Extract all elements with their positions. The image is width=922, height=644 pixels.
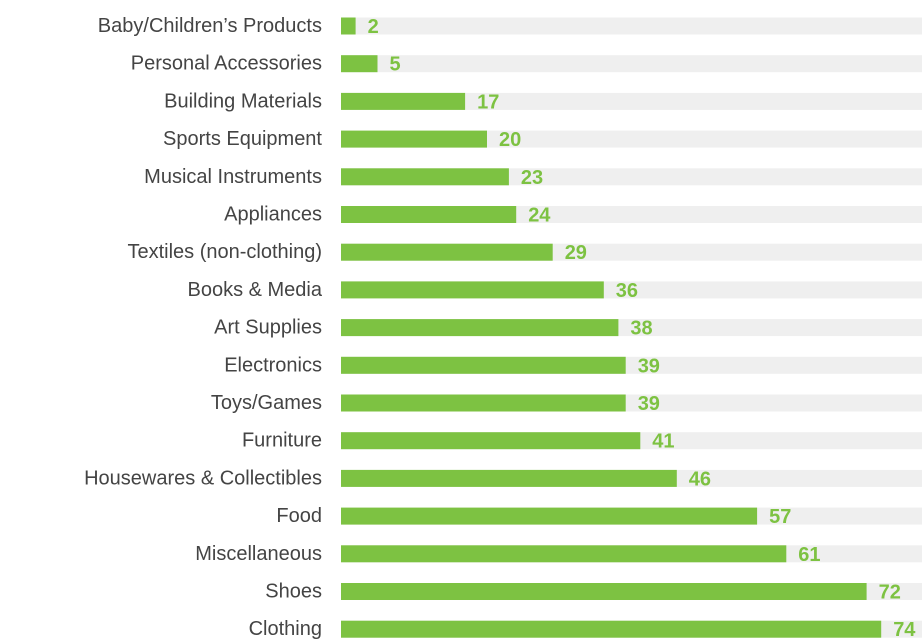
value-label: 24 [528, 205, 551, 227]
value-label: 74 [893, 619, 916, 639]
value-label: 46 [689, 468, 711, 490]
bar [341, 55, 378, 73]
bar-track [341, 17, 922, 35]
value-label: 23 [521, 167, 543, 189]
value-label: 57 [769, 506, 791, 528]
category-label: Art Supplies [214, 317, 322, 339]
value-label: 29 [565, 242, 587, 264]
category-label: Personal Accessories [131, 53, 322, 75]
bar-track [341, 92, 922, 110]
bar [341, 319, 619, 337]
bar [341, 583, 867, 600]
value-label: 72 [879, 582, 901, 604]
category-label: Electronics [224, 354, 322, 376]
bar [341, 507, 758, 525]
value-label: 17 [477, 91, 499, 113]
category-label: Clothing [249, 618, 322, 639]
value-label: 2 [368, 16, 379, 38]
value-label: 20 [499, 129, 521, 151]
value-label: 5 [390, 54, 401, 76]
category-label: Housewares & Collectibles [84, 467, 322, 489]
bar [341, 130, 487, 148]
category-label: Sports Equipment [163, 128, 322, 150]
bar [341, 545, 787, 563]
category-label: Food [276, 505, 322, 527]
bar-track [341, 55, 922, 73]
value-label: 61 [798, 544, 820, 566]
category-label: Furniture [242, 430, 322, 452]
category-label: Miscellaneous [195, 543, 322, 565]
bar [341, 206, 517, 223]
bar [341, 92, 466, 110]
bar [341, 469, 677, 487]
bar [341, 356, 626, 374]
bar [341, 17, 356, 35]
category-label: Appliances [224, 204, 322, 226]
value-label: 39 [638, 393, 660, 415]
category-label: Building Materials [164, 90, 322, 112]
value-label: 38 [630, 318, 652, 340]
value-label: 39 [638, 355, 660, 377]
bar [341, 620, 882, 638]
bar [341, 394, 626, 412]
category-label: Baby/Children’s Products [98, 15, 322, 37]
category-label: Textiles (non-clothing) [127, 241, 322, 263]
bar [341, 432, 641, 450]
bar [341, 243, 553, 261]
category-label: Musical Instruments [144, 166, 322, 188]
bar [341, 281, 604, 299]
category-label: Books & Media [187, 279, 322, 301]
category-label: Shoes [265, 581, 322, 603]
value-label: 41 [652, 431, 674, 453]
bar [341, 168, 509, 186]
category-label: Toys/Games [211, 392, 322, 414]
value-label: 36 [616, 280, 638, 302]
